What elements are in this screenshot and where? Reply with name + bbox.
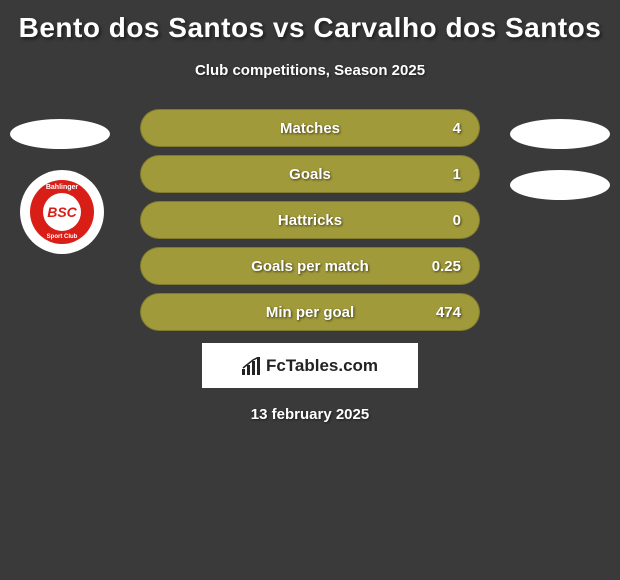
- stat-label: Goals per match: [251, 258, 369, 275]
- club-logo-top-text: Bahlinger: [30, 184, 94, 191]
- stat-label: Goals: [289, 166, 331, 183]
- club-logo-bottom-text: Sport Club: [30, 234, 94, 240]
- stat-row: Hattricks 0: [140, 201, 480, 239]
- stat-row: Min per goal 474: [140, 293, 480, 331]
- stat-value: 4: [453, 120, 461, 137]
- stat-value: 0.25: [432, 258, 461, 275]
- brand-box: FcTables.com: [202, 343, 418, 388]
- chart-icon: [242, 357, 262, 375]
- stat-row: Goals 1: [140, 155, 480, 193]
- player-photo-left: [10, 119, 110, 149]
- brand-text: FcTables.com: [266, 356, 378, 376]
- content-area: Bahlinger BSC Sport Club Matches 4 Goals…: [0, 109, 620, 423]
- player-photo-right-1: [510, 119, 610, 149]
- stat-value: 474: [436, 304, 461, 321]
- stat-row: Matches 4: [140, 109, 480, 147]
- page-subtitle: Club competitions, Season 2025: [0, 62, 620, 79]
- club-logo-center-text: BSC: [43, 193, 81, 231]
- stat-label: Hattricks: [278, 212, 342, 229]
- page-title: Bento dos Santos vs Carvalho dos Santos: [0, 0, 620, 44]
- stats-container: Matches 4 Goals 1 Hattricks 0 Goals per …: [140, 109, 480, 331]
- club-logo-inner: Bahlinger BSC Sport Club: [30, 180, 94, 244]
- stat-label: Matches: [280, 120, 340, 137]
- stat-row: Goals per match 0.25: [140, 247, 480, 285]
- stat-label: Min per goal: [266, 304, 354, 321]
- stat-value: 1: [453, 166, 461, 183]
- stat-value: 0: [453, 212, 461, 229]
- club-logo: Bahlinger BSC Sport Club: [20, 170, 104, 254]
- footer-date: 13 february 2025: [0, 406, 620, 423]
- player-photo-right-2: [510, 170, 610, 200]
